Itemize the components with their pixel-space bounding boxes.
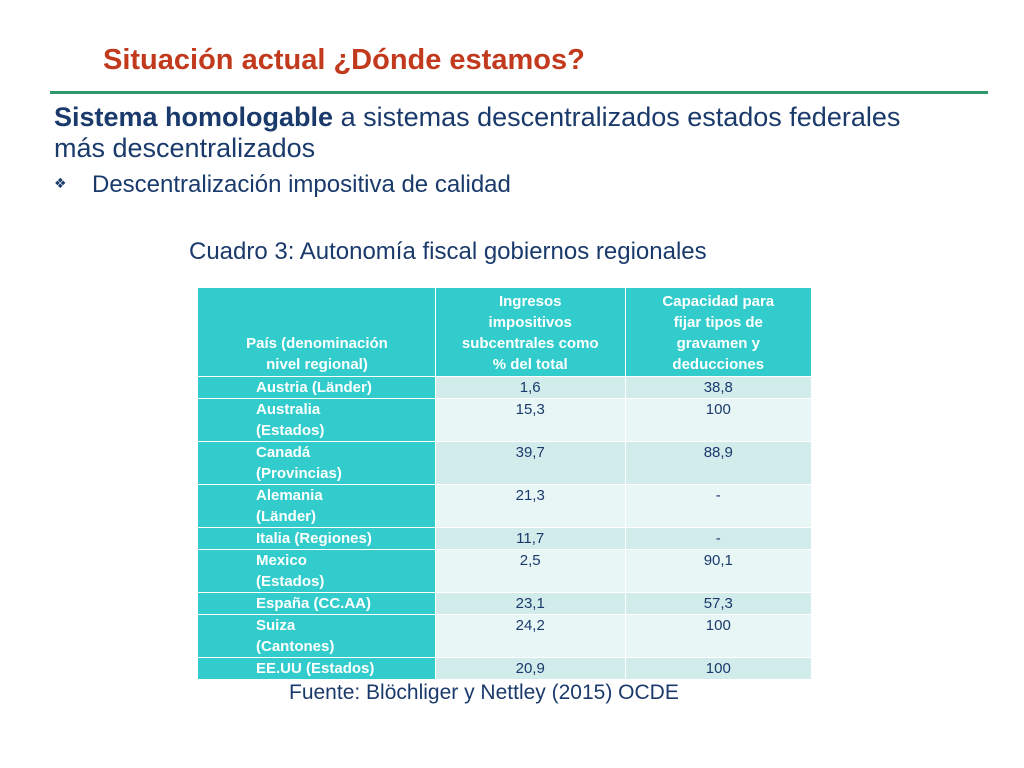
cell-ingresos: 20,9 — [434, 657, 626, 680]
cell-country: Mexico (Estados) — [197, 549, 436, 593]
bullet-point: ❖ Descentralización impositiva de calidad — [54, 171, 511, 199]
table-row: Austria (Länder) 1,6 38,8 — [197, 376, 813, 399]
cell-ingresos: 39,7 — [434, 441, 626, 485]
cell-capacidad: - — [624, 484, 813, 528]
cell-capacidad: 57,3 — [624, 592, 813, 615]
diamond-bullet-icon: ❖ — [54, 175, 67, 191]
cell-country: Italia (Regiones) — [197, 527, 436, 550]
cell-country: Suiza (Cantones) — [197, 614, 436, 658]
slide-title: Situación actual ¿Dónde estamos? — [103, 44, 585, 76]
table-row: EE.UU (Estados) 20,9 100 — [197, 657, 813, 680]
table-row: Suiza (Cantones) 24,2 100 — [197, 614, 813, 658]
table-row: Australia (Estados) 15,3 100 — [197, 398, 813, 442]
cell-country: Alemania (Länder) — [197, 484, 436, 528]
heading-bold-text: Sistema homologable — [54, 102, 334, 132]
table-row: España (CC.AA) 23,1 57,3 — [197, 592, 813, 615]
cell-ingresos: 21,3 — [434, 484, 626, 528]
table-row: Canadá (Provincias) 39,7 88,9 — [197, 441, 813, 485]
source-note: Fuente: Blöchliger y Nettley (2015) OCDE — [289, 681, 679, 704]
cell-ingresos: 2,5 — [434, 549, 626, 593]
cell-ingresos: 24,2 — [434, 614, 626, 658]
cell-country: Australia (Estados) — [197, 398, 436, 442]
bullet-text: Descentralización impositiva de calidad — [92, 171, 511, 198]
cell-ingresos: 15,3 — [434, 398, 626, 442]
cell-capacidad: 100 — [624, 614, 813, 658]
cell-capacidad: 90,1 — [624, 549, 813, 593]
header-capacidad: Capacidad para fijar tipos de gravamen y… — [624, 287, 813, 377]
header-country: País (denominación nivel regional) — [197, 287, 436, 377]
table-header-row: País (denominación nivel regional) Ingre… — [197, 287, 813, 377]
cell-country: Canadá (Provincias) — [197, 441, 436, 485]
table-caption: Cuadro 3: Autonomía fiscal gobiernos reg… — [189, 238, 707, 265]
cell-ingresos: 1,6 — [434, 376, 626, 399]
cell-capacidad: - — [624, 527, 813, 550]
slide-heading: Sistema homologable a sistemas descentra… — [54, 102, 954, 164]
fiscal-autonomy-table: País (denominación nivel regional) Ingre… — [197, 287, 813, 680]
cell-country: Austria (Länder) — [197, 376, 436, 399]
title-divider — [50, 91, 988, 94]
header-ingresos: Ingresos impositivos subcentrales como %… — [434, 287, 626, 377]
table-row: Italia (Regiones) 11,7- — [197, 527, 813, 550]
cell-ingresos: 23,1 — [434, 592, 626, 615]
table-row: Mexico (Estados) 2,5 90,1 — [197, 549, 813, 593]
cell-capacidad: 100 — [624, 657, 813, 680]
cell-country: España (CC.AA) — [197, 592, 436, 615]
table-row: Alemania (Länder) 21,3- — [197, 484, 813, 528]
cell-ingresos: 11,7 — [434, 527, 626, 550]
heading-rest-text: a sistemas descentralizados estados fede… — [54, 102, 901, 163]
cell-country: EE.UU (Estados) — [197, 657, 436, 680]
cell-capacidad: 100 — [624, 398, 813, 442]
cell-capacidad: 88,9 — [624, 441, 813, 485]
cell-capacidad: 38,8 — [624, 376, 813, 399]
